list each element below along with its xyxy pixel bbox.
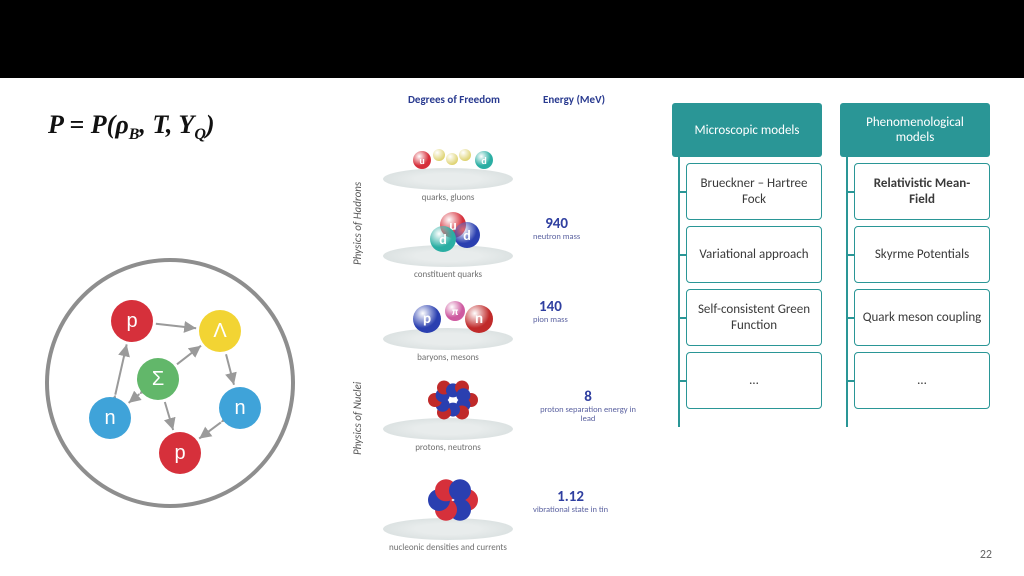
- dof-caption: quarks, gluons: [383, 192, 513, 203]
- model-item: Relativistic Mean-Field: [854, 163, 990, 220]
- title-bar: [0, 0, 1024, 78]
- equation-of-state: P = P(ρB, T, YQ): [48, 110, 215, 144]
- model-item: Skyrme Potentials: [854, 226, 990, 283]
- dof-caption: baryons, mesons: [383, 352, 513, 363]
- energy-value: 1.12vibrational state in tin: [533, 488, 608, 515]
- eq-func: P: [91, 110, 107, 139]
- particle-n1: n: [89, 397, 131, 439]
- particle-L: Λ: [199, 310, 241, 352]
- vlabel-nuclei: Physics of Nuclei: [351, 343, 367, 493]
- dof-row-4: nucleonic densities and currents: [383, 478, 513, 553]
- particle-p2: p: [159, 432, 201, 474]
- eq-lhs: P: [48, 110, 63, 139]
- connector-tick: [846, 191, 854, 193]
- phenomenological-header: Phenomenological models: [840, 103, 990, 157]
- model-item: Variational approach: [686, 226, 822, 283]
- microscopic-models-column: Microscopic models Brueckner – Hartree F…: [672, 103, 822, 409]
- page-number: 22: [980, 548, 992, 562]
- dof-row-2: pπnbaryons, mesons: [383, 288, 513, 363]
- dof-row-1: uddconstituent quarks: [383, 205, 513, 280]
- phenomenological-models-column: Phenomenological models Relativistic Mea…: [840, 103, 990, 409]
- model-item: Quark meson coupling: [854, 289, 990, 346]
- model-item: …: [686, 352, 822, 409]
- degrees-of-freedom-panel: Degrees of Freedom Energy (MeV) Physics …: [353, 93, 643, 558]
- interaction-circle: pΛΣnnp: [45, 258, 295, 508]
- model-item: …: [854, 352, 990, 409]
- energy-value: 8proton separation energy in lead: [533, 388, 643, 425]
- connector-tick: [678, 380, 686, 382]
- dof-caption: nucleonic densities and currents: [383, 542, 513, 553]
- dof-header-left: Degrees of Freedom: [408, 93, 500, 106]
- connector-tick: [846, 254, 854, 256]
- dof-caption: protons, neutrons: [383, 442, 513, 453]
- connector-tick: [678, 191, 686, 193]
- model-item: Brueckner – Hartree Fock: [686, 163, 822, 220]
- energy-value: 140pion mass: [533, 298, 568, 325]
- connector-tick: [678, 317, 686, 319]
- dof-row-0: udquarks, gluons: [383, 128, 513, 203]
- connector-line: [846, 157, 848, 427]
- particle-p1: p: [111, 300, 153, 342]
- connector-tick: [846, 380, 854, 382]
- energy-value: 940neutron mass: [533, 215, 580, 242]
- connector-line: [678, 157, 680, 427]
- dof-header-right: Energy (MeV): [543, 93, 605, 106]
- connector-tick: [678, 254, 686, 256]
- particle-n2: n: [219, 387, 261, 429]
- connector-tick: [846, 317, 854, 319]
- dof-caption: constituent quarks: [383, 269, 513, 280]
- microscopic-header: Microscopic models: [672, 103, 822, 157]
- dof-row-3: protons, neutrons: [383, 378, 513, 453]
- vlabel-hadrons: Physics of Hadrons: [351, 148, 367, 298]
- model-item: Self-consistent Green Function: [686, 289, 822, 346]
- particle-S: Σ: [137, 358, 179, 400]
